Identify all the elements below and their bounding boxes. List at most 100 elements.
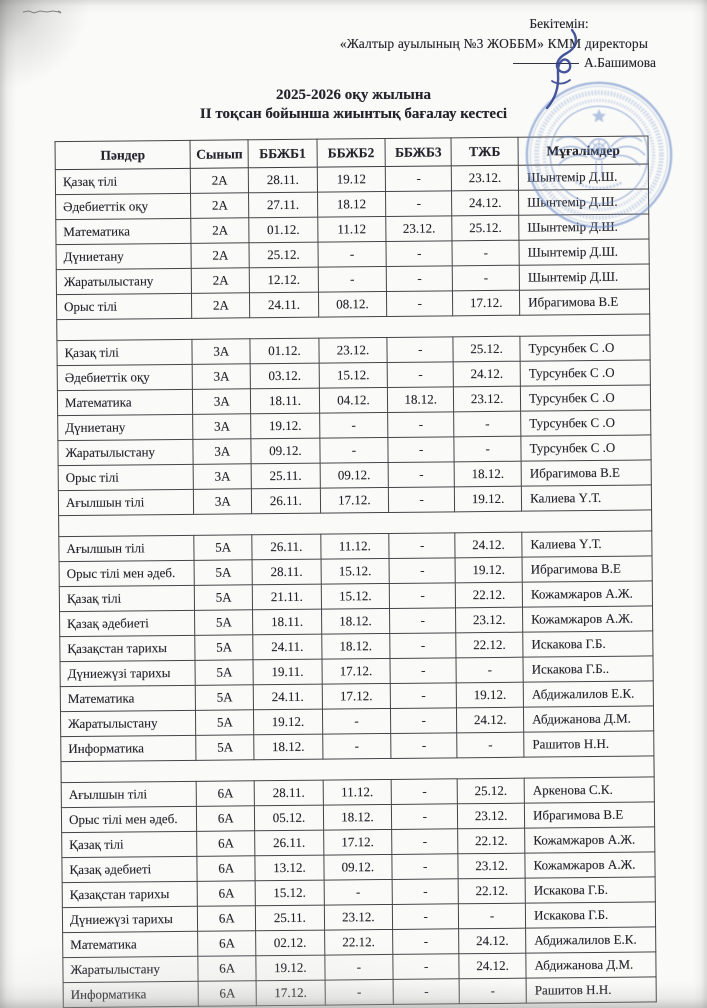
bbzhb1-cell: 18.11. <box>250 388 320 414</box>
bbzhb2-cell: - <box>324 954 394 981</box>
class-cell: 3А <box>192 413 252 440</box>
col-header-bbzhb3: ББЖБ3 <box>385 137 452 167</box>
schedule-table-wrap: Пәндер Сынып ББЖБ1 ББЖБ2 ББЖБ3 ТЖБ Мұғал… <box>54 135 657 1008</box>
teacher-cell: Рашитов Н.Н. <box>526 976 657 1004</box>
bbzhb2-cell: 17.12. <box>321 683 391 710</box>
tzhb-cell: - <box>453 436 522 462</box>
class-cell: 2А <box>191 267 250 294</box>
bbzhb3-cell: - <box>388 436 455 463</box>
tzhb-cell: 19.12. <box>454 486 522 512</box>
tzhb-cell: 18.12. <box>454 461 522 487</box>
teacher-cell: Шынтемір Д.Ш. <box>518 213 649 241</box>
bbzhb1-cell: 24.11. <box>253 634 322 660</box>
bbzhb1-cell: 25.11. <box>251 463 320 489</box>
bbzhb3-cell: - <box>391 803 458 830</box>
class-cell: 2А <box>190 167 249 194</box>
bbzhb1-cell: 19.11. <box>253 659 322 685</box>
subject-cell: Қазақ әдебиеті <box>59 610 195 637</box>
subject-cell: Қазақ тілі <box>55 168 191 195</box>
bbzhb1-cell: 26.11. <box>251 488 321 514</box>
pencil-mark-artifact <box>22 10 62 14</box>
bbzhb3-cell: - <box>389 607 456 634</box>
bbzhb1-cell: 01.12. <box>250 338 319 364</box>
class-cell: 6А <box>198 955 257 982</box>
bbzhb2-cell: 17.12. <box>319 487 389 514</box>
class-cell: 6А <box>196 830 256 857</box>
subject-cell: Математика <box>60 685 196 712</box>
tzhb-cell: 23.12. <box>457 853 526 879</box>
tzhb-cell: - <box>456 732 525 758</box>
bbzhb3-cell: - <box>387 411 454 438</box>
subject-cell: Математика <box>57 389 193 416</box>
teacher-cell: Рашитов Н.Н. <box>523 730 654 758</box>
bbzhb2-cell: 09.12. <box>319 462 389 489</box>
subject-cell: Қазақстан тарихы <box>62 881 198 908</box>
bbzhb2-cell: 23.12. <box>323 904 393 931</box>
director-name-line: А.Башимова <box>320 53 668 73</box>
tzhb-cell: 17.12. <box>452 290 520 316</box>
teacher-cell: Шынтемір Д.Ш. <box>518 188 649 216</box>
bbzhb2-cell: 09.12. <box>323 854 393 881</box>
teacher-cell: Турсунбек С .О <box>519 334 651 362</box>
teacher-cell: Калиева Ү.Т. <box>521 484 652 512</box>
signature-line <box>513 63 580 64</box>
bbzhb2-cell: 15.12. <box>318 362 388 389</box>
bbzhb1-cell: 18.11. <box>252 609 322 635</box>
teacher-cell: Шынтемір Д.Ш. <box>519 238 650 266</box>
bbzhb3-cell: - <box>391 778 458 805</box>
teacher-cell: Абдижанова Д.М. <box>525 951 657 979</box>
bbzhb2-cell: 18.12. <box>322 804 392 831</box>
subject-cell: Ағылшын тілі <box>61 781 197 808</box>
subject-cell: Қазақстан тарихы <box>59 635 196 662</box>
bbzhb1-cell: 01.12. <box>249 217 318 243</box>
class-cell: 6А <box>197 880 256 907</box>
bbzhb1-cell: 21.11. <box>252 584 322 610</box>
bbzhb3-cell: 23.12. <box>386 215 453 242</box>
bbzhb1-cell: 02.12. <box>255 930 325 956</box>
teacher-cell: Искакова Г.Б. <box>525 876 656 904</box>
table-body: Қазақ тілі 2А 28.11. 19.12-23.12. Шынтемір Д… <box>55 163 657 1008</box>
document-title: 2025-2026 оқу жылына ІІ тоқсан бойынша ж… <box>0 86 707 124</box>
class-cell: 5А <box>194 534 253 561</box>
class-cell: 6А <box>197 855 256 882</box>
class-cell: 5А <box>194 584 253 611</box>
subject-cell: Жаратылыстану <box>60 710 196 737</box>
organization-line: «Жалтыр ауылының №3 ЖОББМ» КММ директоры <box>339 35 649 51</box>
bbzhb1-cell: 28.11. <box>252 559 321 585</box>
teacher-cell: Абдижалилов Е.К. <box>525 926 656 954</box>
subject-cell: Информатика <box>60 735 197 762</box>
teacher-cell: Кожамжаров А.Ж. <box>524 851 656 879</box>
bbzhb3-cell: - <box>386 240 453 267</box>
teacher-cell: Шынтемір Д.Ш. <box>518 163 649 191</box>
bbzhb1-cell: 03.12. <box>250 363 319 389</box>
teacher-cell: Калиева Ү.Т. <box>521 530 653 558</box>
bbzhb2-cell: 08.12. <box>317 291 387 318</box>
bbzhb3-cell: - <box>389 532 456 559</box>
teacher-cell: Искакова Г.Б. <box>522 630 653 658</box>
bbzhb2-cell: 17.12. <box>323 829 393 856</box>
class-cell: 5А <box>195 684 254 711</box>
tzhb-cell: 25.12. <box>451 215 520 241</box>
tzhb-cell: 22.12. <box>455 632 524 658</box>
bbzhb1-cell: 19.12. <box>250 413 320 439</box>
bbzhb1-cell: 28.11. <box>248 167 318 193</box>
tzhb-cell: 23.12. <box>451 165 519 191</box>
subject-cell: Қазақ тілі <box>56 339 193 366</box>
teacher-cell: Кожамжаров А.Ж. <box>524 826 655 854</box>
class-cell: 5А <box>194 559 253 586</box>
tzhb-cell: - <box>452 240 520 266</box>
bbzhb3-cell: - <box>392 878 459 905</box>
bbzhb1-cell: 13.12. <box>255 855 324 881</box>
teacher-cell: Кожамжаров А.Ж. <box>522 605 653 633</box>
table-row: Информатика 6А 17.12. - - - Рашитов Н.Н. <box>63 976 657 1008</box>
tzhb-cell: - <box>456 657 524 683</box>
subject-cell: Ағылшын тілі <box>58 535 195 562</box>
teacher-cell: Турсунбек С .О <box>520 359 651 387</box>
subject-cell: Қазақ тілі <box>61 831 198 858</box>
subject-cell: Орыс тілі мен әдеб. <box>61 806 197 833</box>
subject-cell: Ағылшын тілі <box>58 489 194 516</box>
teacher-cell: Кожамжаров А.Ж. <box>522 580 653 608</box>
bbzhb3-cell: - <box>392 903 459 930</box>
bbzhb3-cell: - <box>393 978 460 1005</box>
class-cell: 5А <box>194 634 254 661</box>
